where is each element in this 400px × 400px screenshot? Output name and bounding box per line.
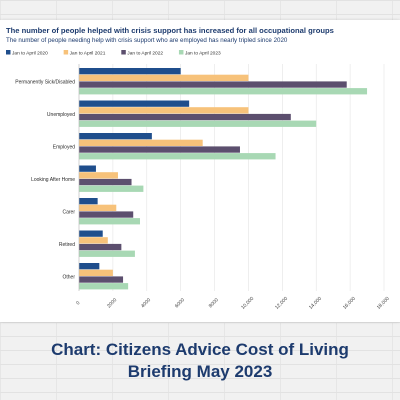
x-tick-label: 8000 — [208, 297, 220, 309]
legend-label-jan-to-april-2021: Jan to April 2021 — [70, 50, 106, 56]
bar-carer-jan-to-april-2021 — [79, 204, 117, 211]
x-tick-label: 12,000 — [274, 296, 289, 311]
bar-looking-after-home-jan-to-april-2020 — [79, 165, 96, 172]
category-label-other: Other — [62, 274, 75, 280]
x-tick-label: 18,000 — [376, 296, 391, 311]
category-label-employed: Employed — [53, 144, 75, 150]
bar-permanently-sick-disabled-jan-to-april-2023 — [79, 88, 368, 95]
bar-employed-jan-to-april-2021 — [79, 139, 203, 146]
bar-retired-jan-to-april-2020 — [79, 230, 103, 237]
bar-carer-jan-to-april-2023 — [79, 218, 140, 225]
category-label-looking-after-home: Looking After Home — [31, 177, 75, 183]
x-tick-label: 4000 — [140, 297, 152, 309]
x-tick-label: 2000 — [106, 297, 118, 309]
bar-retired-jan-to-april-2023 — [79, 250, 135, 257]
legend-label-jan-to-april-2023: Jan to April 2023 — [185, 50, 221, 56]
bar-unemployed-jan-to-april-2022 — [79, 113, 291, 121]
bar-unemployed-jan-to-april-2020 — [79, 100, 190, 107]
bar-carer-jan-to-april-2022 — [79, 211, 134, 218]
bar-unemployed-jan-to-april-2023 — [79, 120, 317, 127]
bar-employed-jan-to-april-2022 — [79, 146, 240, 153]
bar-permanently-sick-disabled-jan-to-april-2021 — [79, 74, 249, 81]
legend-swatch-jan-to-april-2023 — [178, 50, 184, 55]
caption-line-2: Briefing May 2023 — [127, 362, 273, 381]
legend-label-jan-to-april-2022: Jan to April 2022 — [127, 50, 163, 56]
bar-other-jan-to-april-2021 — [79, 269, 113, 276]
caption-line-1: Chart: Citizens Advice Cost of Living — [51, 340, 349, 359]
x-tick-label: 16,000 — [342, 296, 357, 311]
bar-other-jan-to-april-2022 — [79, 276, 124, 283]
category-label-carer: Carer — [62, 209, 75, 215]
category-label-permanently-sick-disabled: Permanently Sick/Disabled — [15, 79, 75, 85]
bar-other-jan-to-april-2023 — [79, 283, 129, 290]
legend-swatch-jan-to-april-2020 — [6, 50, 11, 55]
chart-title: The number of people helped with crisis … — [6, 26, 334, 35]
bar-retired-jan-to-april-2022 — [79, 243, 122, 251]
bar-chart: Jan to April 2020 Jan to April 2021 Jan to… — [6, 50, 391, 311]
x-tick-label: 0 — [75, 300, 81, 306]
legend-label-jan-to-april-2020: Jan to April 2020 — [12, 50, 48, 56]
bar-looking-after-home-jan-to-april-2021 — [79, 172, 118, 179]
bar-other-jan-to-april-2020 — [79, 263, 100, 270]
chart-subtitle: The number of people needing help with c… — [6, 37, 288, 44]
bar-employed-jan-to-april-2020 — [79, 133, 152, 140]
bar-looking-after-home-jan-to-april-2022 — [79, 178, 132, 186]
bar-carer-jan-to-april-2020 — [79, 198, 98, 205]
bar-permanently-sick-disabled-jan-to-april-2020 — [79, 68, 181, 75]
bar-looking-after-home-jan-to-april-2023 — [79, 185, 144, 192]
bar-employed-jan-to-april-2023 — [79, 153, 276, 160]
bar-permanently-sick-disabled-jan-to-april-2022 — [79, 81, 347, 88]
bar-unemployed-jan-to-april-2021 — [79, 107, 249, 114]
chart-card: The number of people helped with crisis … — [0, 20, 400, 322]
x-tick-label: 10,000 — [240, 296, 255, 311]
category-label-unemployed: Unemployed — [47, 112, 75, 118]
x-tick-label: 6000 — [174, 297, 186, 309]
legend-swatch-jan-to-april-2022 — [121, 50, 126, 55]
chart-caption: Chart: Citizens Advice Cost of Living Br… — [0, 339, 400, 383]
category-label-retired: Retired — [59, 242, 75, 248]
x-tick-label: 14,000 — [308, 296, 323, 311]
legend-swatch-jan-to-april-2021 — [63, 50, 69, 55]
bar-retired-jan-to-april-2021 — [79, 237, 108, 244]
